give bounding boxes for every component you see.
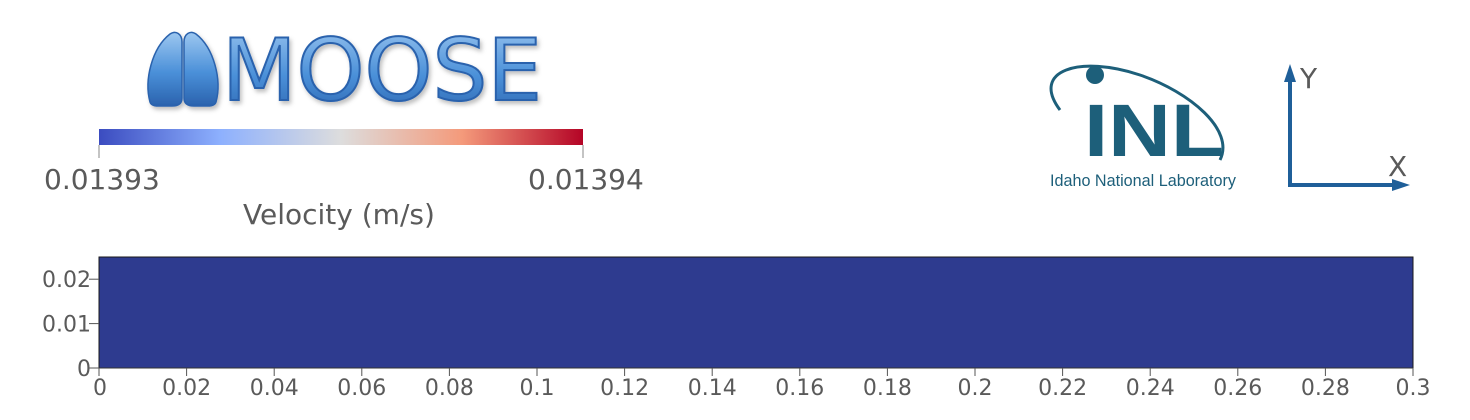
y-tick-label: 0.01 bbox=[42, 313, 91, 338]
colorbar-max-label: 0.01394 bbox=[528, 163, 644, 196]
triad-y-label: Y bbox=[1299, 62, 1318, 95]
colorbar: 0.01393 0.01394 Velocity (m/s) bbox=[44, 129, 644, 231]
x-axis: 0 0.02 0.04 0.06 0.08 0.1 0.12 0.14 0.16 0.18 0.2 0… bbox=[93, 367, 1431, 401]
moose-logo: MOOSE bbox=[147, 20, 543, 122]
x-tick-label: 0.18 bbox=[863, 376, 912, 401]
x-tick-label: 0.04 bbox=[250, 376, 299, 401]
x-tick-label: 0.12 bbox=[600, 376, 649, 401]
triad-x-arrowhead-icon bbox=[1392, 179, 1410, 191]
y-axis: 0 0.01 0.02 bbox=[42, 268, 99, 382]
inl-orbit-swoosh bbox=[1049, 64, 1225, 161]
domain-plot: 0 0.02 0.04 0.06 0.08 0.1 0.12 0.14 0.16 0.18 0.2 0… bbox=[42, 256, 1431, 401]
x-tick-label: 0.08 bbox=[425, 376, 474, 401]
y-tick-label: 0 bbox=[77, 357, 91, 382]
triad-y-arrowhead-icon bbox=[1284, 64, 1296, 82]
x-tick-label: 0.2 bbox=[958, 376, 993, 401]
x-tick-label: 0.06 bbox=[337, 376, 386, 401]
moose-wordmark: MOOSE bbox=[222, 21, 542, 121]
inl-wordmark: INL bbox=[1084, 89, 1224, 172]
x-tick-label: 0.24 bbox=[1126, 376, 1175, 401]
x-tick-label: 0.28 bbox=[1301, 376, 1350, 401]
x-tick-label: 0.3 bbox=[1396, 376, 1431, 401]
inl-subtitle: Idaho National Laboratory bbox=[1050, 171, 1236, 190]
moose-lungs-icon bbox=[147, 31, 219, 107]
inl-logo: INL Idaho National Laboratory bbox=[1049, 64, 1236, 190]
x-tick-label: 0.22 bbox=[1038, 376, 1087, 401]
x-tick-label: 0 bbox=[93, 376, 107, 401]
colorbar-gradient bbox=[99, 129, 583, 145]
x-tick-label: 0.16 bbox=[775, 376, 824, 401]
colorbar-title: Velocity (m/s) bbox=[243, 198, 435, 231]
triad-x-label: X bbox=[1388, 150, 1407, 183]
y-tick-label: 0.02 bbox=[42, 268, 91, 293]
x-tick-label: 0.02 bbox=[162, 376, 211, 401]
inl-orbit-dot-icon bbox=[1086, 66, 1104, 84]
x-tick-label: 0.26 bbox=[1213, 376, 1262, 401]
x-tick-label: 0.1 bbox=[520, 376, 555, 401]
x-tick-label: 0.14 bbox=[688, 376, 737, 401]
domain-field[interactable] bbox=[98, 256, 1414, 369]
axes-triad: Y X bbox=[1284, 62, 1410, 191]
colorbar-min-label: 0.01393 bbox=[44, 163, 160, 196]
